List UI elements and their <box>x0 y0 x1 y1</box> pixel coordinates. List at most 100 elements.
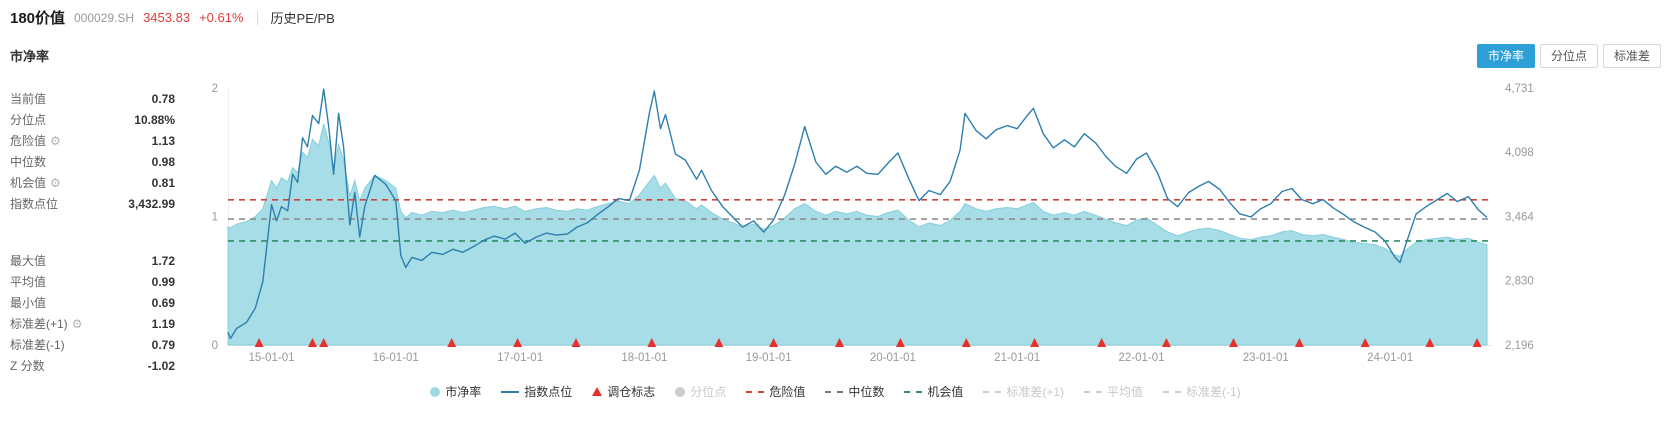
svg-text:4,098: 4,098 <box>1505 147 1534 159</box>
legend-label: 指数点位 <box>524 385 573 399</box>
svg-text:22-01-01: 22-01-01 <box>1118 352 1164 364</box>
svg-text:17-01-01: 17-01-01 <box>497 352 543 364</box>
divider <box>256 10 258 25</box>
stat-row-current: 当前值 0.78 <box>10 88 175 109</box>
stat-label: 分位点 <box>10 113 47 127</box>
stat-label: 最小值 <box>10 296 47 310</box>
stat-row-std-minus1: 标准差(-1) 0.79 <box>10 334 175 355</box>
stat-value: -1.02 <box>147 358 175 373</box>
stat-value: 3,432.99 <box>128 196 175 211</box>
page-title: 180价值 <box>10 10 66 27</box>
svg-text:1: 1 <box>212 212 218 224</box>
section-title: 市净率 <box>10 49 50 64</box>
stat-row-danger: 危险值 ⚙ 1.13 <box>10 130 175 151</box>
stats-panel: 当前值 0.78 分位点 10.88% 危险值 ⚙ 1.13 中位数 0.98 机… <box>10 88 175 376</box>
svg-text:16-01-01: 16-01-01 <box>373 352 419 364</box>
legend-item[interactable]: 机会值 <box>904 383 963 400</box>
stat-row-mean: 平均值 0.99 <box>10 271 175 292</box>
stat-value: 0.98 <box>151 154 175 169</box>
svg-text:21-01-01: 21-01-01 <box>994 352 1040 364</box>
legend-item[interactable]: 标准差(-1) <box>1163 383 1241 400</box>
metric-tabs: 市净率 分位点 标准差 <box>1476 44 1661 68</box>
dash-marker-icon <box>1163 390 1182 393</box>
gear-icon[interactable]: ⚙ <box>50 133 61 148</box>
svg-text:24-01-01: 24-01-01 <box>1367 352 1413 364</box>
stat-label: 指数点位 <box>10 197 59 211</box>
gear-icon[interactable]: ⚙ <box>50 175 61 190</box>
svg-text:23-01-01: 23-01-01 <box>1243 352 1289 364</box>
gear-icon[interactable]: ⚙ <box>71 316 83 331</box>
stat-row-chance: 机会值 ⚙ 0.81 <box>10 172 175 193</box>
stat-label: 危险值 <box>10 134 47 148</box>
svg-text:2: 2 <box>212 83 218 95</box>
stat-label: 当前值 <box>10 92 47 106</box>
legend-item[interactable]: 市净率 <box>430 383 481 400</box>
stat-label: 机会值 <box>10 176 47 190</box>
svg-text:4,731: 4,731 <box>1505 83 1534 95</box>
stat-label: 标准差(-1) <box>10 338 65 352</box>
legend-item[interactable]: 指数点位 <box>501 383 572 400</box>
dot-marker-icon <box>430 386 441 397</box>
stats-group-gap <box>10 214 175 250</box>
tab-stdev[interactable]: 标准差 <box>1602 44 1661 68</box>
svg-text:3,464: 3,464 <box>1505 211 1534 223</box>
legend-label: 机会值 <box>927 385 964 399</box>
index-price: 3453.83 <box>143 10 191 25</box>
dash-marker-icon <box>746 390 765 393</box>
history-pe-pb-link[interactable]: 历史PE/PB <box>270 11 335 26</box>
legend-label: 危险值 <box>769 385 806 399</box>
svg-text:2,196: 2,196 <box>1505 340 1534 352</box>
dot-marker-icon <box>675 386 686 397</box>
stat-label: 最大值 <box>10 254 47 268</box>
chart-legend: 市净率 指数点位 调仓标志 分位点 危险值 中位数 机会值 标准差(+1) 平均值 标准差(-1) <box>0 383 1671 400</box>
legend-label: 分位点 <box>690 385 727 399</box>
index-code: 000029.SH <box>74 10 135 25</box>
stat-value: 1.19 <box>151 316 175 331</box>
stat-row-std-plus1: 标准差(+1) ⚙ 1.19 <box>10 313 175 334</box>
legend-item[interactable]: 平均值 <box>1084 383 1143 400</box>
stat-row-percentile: 分位点 10.88% <box>10 109 175 130</box>
legend-item[interactable]: 危险值 <box>746 383 805 400</box>
stat-value: 0.81 <box>151 175 175 190</box>
stat-row-max: 最大值 1.72 <box>10 250 175 271</box>
stat-label: 标准差(+1) <box>10 317 68 331</box>
dash-marker-icon <box>1084 390 1103 393</box>
dash-marker-icon <box>983 390 1002 393</box>
stat-label: 中位数 <box>10 155 47 169</box>
legend-label: 调仓标志 <box>607 385 656 399</box>
stat-value: 0.78 <box>151 91 175 106</box>
stat-row-median: 中位数 0.98 <box>10 151 175 172</box>
stat-label: Z 分数 <box>10 359 45 373</box>
stat-value: 10.88% <box>134 112 175 127</box>
dash-marker-icon <box>904 390 923 393</box>
stat-row-zscore: Z 分数 -1.02 <box>10 355 175 376</box>
legend-label: 市净率 <box>445 385 482 399</box>
svg-text:2,830: 2,830 <box>1505 276 1534 288</box>
header-bar: 180价值 000029.SH 3453.83 +0.61% 历史PE/PB <box>10 7 335 28</box>
stat-value: 0.99 <box>151 274 175 289</box>
legend-item[interactable]: 调仓标志 <box>592 383 655 400</box>
svg-text:0: 0 <box>212 340 218 352</box>
line-marker-icon <box>501 390 520 393</box>
legend-item[interactable]: 中位数 <box>825 383 884 400</box>
legend-item[interactable]: 分位点 <box>675 383 726 400</box>
stat-value: 0.79 <box>151 337 175 352</box>
svg-text:19-01-01: 19-01-01 <box>746 352 792 364</box>
stat-label: 平均值 <box>10 275 47 289</box>
stat-value: 1.13 <box>151 133 175 148</box>
legend-label: 标准差(+1) <box>1006 385 1065 399</box>
stat-value: 1.72 <box>151 253 175 268</box>
svg-text:15-01-01: 15-01-01 <box>248 352 294 364</box>
legend-label: 平均值 <box>1107 385 1144 399</box>
triangle-marker-icon <box>592 387 603 396</box>
tab-percentile[interactable]: 分位点 <box>1539 44 1598 68</box>
stat-value: 0.69 <box>151 295 175 310</box>
tab-pb[interactable]: 市净率 <box>1476 44 1535 68</box>
index-change: +0.61% <box>199 10 244 25</box>
svg-text:18-01-01: 18-01-01 <box>621 352 667 364</box>
stat-row-index-level: 指数点位 3,432.99 <box>10 193 175 214</box>
svg-text:20-01-01: 20-01-01 <box>870 352 916 364</box>
legend-item[interactable]: 标准差(+1) <box>983 383 1064 400</box>
dash-marker-icon <box>825 390 844 393</box>
